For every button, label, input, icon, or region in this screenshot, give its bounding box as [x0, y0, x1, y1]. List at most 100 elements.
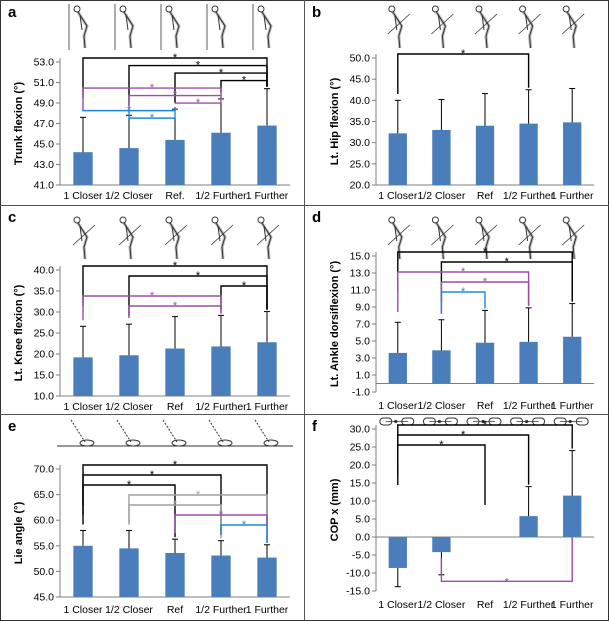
- arm-line: [525, 225, 529, 242]
- significance-star: *: [150, 469, 155, 481]
- head-shape: [562, 5, 570, 13]
- significance-bracket: [397, 444, 486, 505]
- significance-star: *: [173, 459, 178, 471]
- arm-line: [125, 14, 129, 31]
- bar: [563, 122, 582, 185]
- club-head-shape: [125, 439, 141, 447]
- y-tick-label: 43.0: [34, 159, 55, 171]
- x-tick-label: 1 Further: [551, 400, 594, 412]
- bar: [73, 357, 93, 396]
- significance-star: *: [196, 97, 201, 109]
- arm-line: [525, 14, 529, 31]
- y-axis-label: Lie angle (°): [13, 501, 25, 564]
- significance-bracket: [128, 94, 222, 110]
- bar: [519, 123, 538, 185]
- body-outline: [523, 11, 534, 49]
- club-shaft-line: [70, 419, 86, 443]
- angle-line: [210, 224, 234, 246]
- stick-figure-ankle-icon-2: [474, 216, 498, 260]
- bar: [119, 355, 139, 396]
- arm-line: [79, 14, 83, 31]
- panel-letter-b: b: [312, 4, 321, 21]
- stick-figure-hip-icon-0: [387, 5, 411, 49]
- y-tick-label: 30.0: [34, 307, 55, 319]
- club-head-shape: [171, 439, 187, 447]
- bar: [388, 537, 407, 568]
- y-tick-label: 15.0: [350, 251, 371, 263]
- angle-line: [561, 224, 585, 246]
- x-tick-label: 1 Closer: [378, 599, 418, 611]
- club-lie-angle-icon-1: [103, 419, 155, 447]
- bar: [432, 129, 451, 185]
- significance-star: *: [173, 499, 178, 511]
- y-tick-label: 65.0: [34, 489, 55, 501]
- y-tick-label: 45.0: [350, 74, 371, 86]
- body-outline: [215, 222, 226, 260]
- y-tick-label: -15.0: [346, 586, 370, 598]
- angle-line: [387, 224, 411, 246]
- y-tick-label: 11.0: [350, 285, 370, 297]
- stick-figure-ankle-icon-4: [561, 216, 585, 260]
- significance-bracket: [174, 96, 222, 104]
- head-shape: [165, 216, 173, 224]
- y-axis-label: Lt. Knee flexion (°): [13, 284, 25, 381]
- stick-figure-knee-icon-4: [256, 216, 280, 260]
- arm-line: [394, 225, 398, 242]
- bar: [73, 545, 93, 597]
- x-tick-label: 1 Further: [246, 604, 289, 616]
- stick-figure-ankle-icon-3: [518, 216, 541, 260]
- x-tick-label: 1/2 Further: [503, 190, 555, 202]
- body-outline: [392, 222, 403, 260]
- x-tick-label: 1 Further: [551, 190, 594, 202]
- head-shape: [388, 5, 396, 13]
- x-tick-label: Ref: [167, 604, 183, 616]
- y-tick-label: 15.0: [350, 478, 371, 490]
- head-shape: [431, 216, 439, 224]
- x-tick-label: 1/2 Further: [195, 190, 247, 202]
- bar: [119, 548, 139, 597]
- arm-line: [568, 14, 572, 31]
- y-tick-label: 0.0: [355, 532, 370, 544]
- x-tick-label: 1/2 Closer: [105, 604, 153, 616]
- stick-figure-hip-icon-4: [561, 5, 585, 49]
- chart-panel-c: c 10.0 15.0 20.0 25.0 30.0 35.0 40.0 Lt. Knee fl…: [8, 209, 290, 413]
- body-outline: [123, 222, 134, 260]
- significance-star: *: [173, 300, 178, 312]
- bar: [563, 336, 582, 384]
- stick-figure-hip-icon-3: [518, 5, 541, 49]
- y-tick-label: 5.0: [355, 514, 370, 526]
- body-outline: [392, 11, 403, 49]
- y-tick-label: 45.0: [34, 592, 55, 604]
- head-shape: [73, 216, 81, 224]
- y-tick-label: 9.0: [355, 302, 370, 314]
- significance-bracket: [82, 87, 222, 112]
- x-tick-label: 1 Closer: [63, 190, 103, 202]
- arm-line: [394, 14, 398, 31]
- y-tick-label: 53.0: [34, 57, 55, 69]
- significance-star: *: [173, 90, 178, 102]
- angle-line: [72, 224, 96, 246]
- head-shape: [73, 5, 81, 13]
- x-tick-label: Ref: [477, 599, 493, 611]
- angle-line: [474, 224, 498, 246]
- angle-line: [164, 224, 188, 246]
- x-tick-label: 1/2 Further: [195, 401, 247, 413]
- significance-star: *: [483, 246, 488, 258]
- significance-bracket: [220, 524, 268, 543]
- y-tick-label: 41.0: [34, 180, 55, 192]
- y-tick-label: 1.0: [355, 370, 370, 382]
- body-outline: [261, 11, 272, 49]
- body-outline: [261, 222, 272, 260]
- bar: [257, 342, 277, 396]
- stick-figure-posture-icon-2: [160, 4, 181, 50]
- panel-letter-a: a: [8, 4, 17, 21]
- angle-line: [256, 224, 280, 246]
- significance-star: *: [173, 52, 178, 64]
- significance-bracket: [440, 537, 573, 582]
- y-tick-label: 15.0: [34, 370, 55, 382]
- panel-letter-c: c: [8, 209, 16, 226]
- y-tick-label: 40.0: [350, 95, 371, 107]
- body-outline: [435, 222, 446, 260]
- head-shape: [211, 216, 219, 224]
